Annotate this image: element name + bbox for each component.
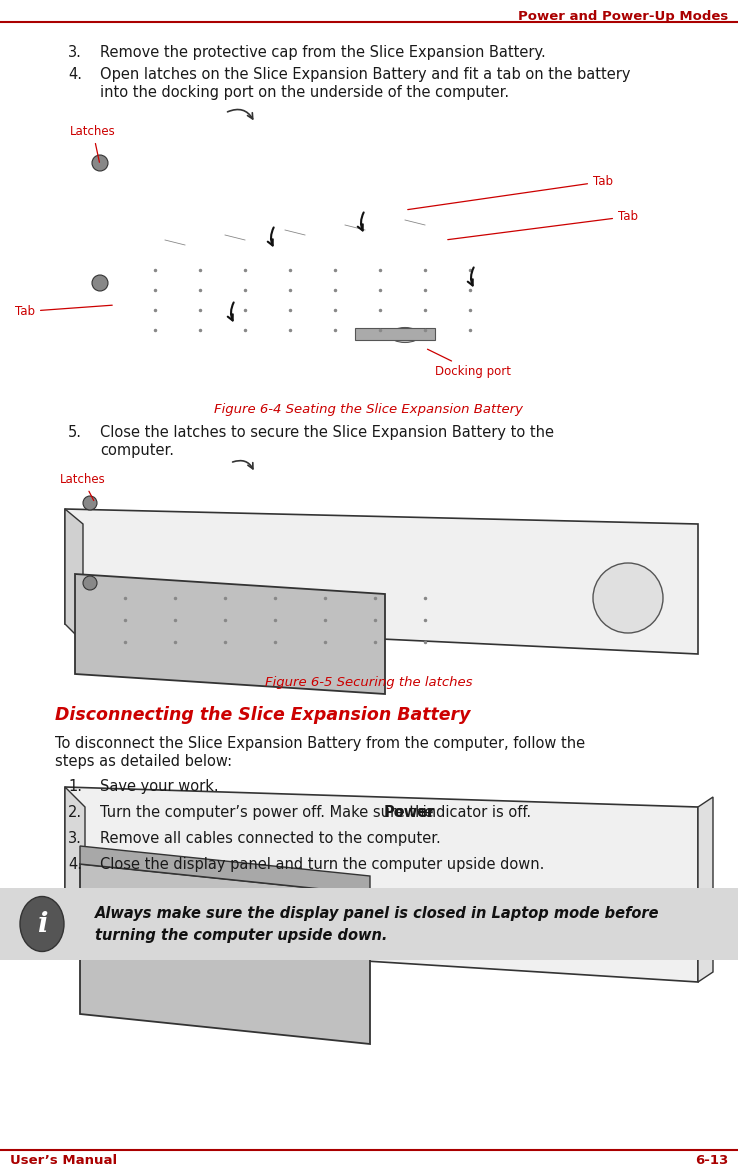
Text: steps as detailed below:: steps as detailed below: — [55, 754, 232, 769]
Text: Always make sure the display panel is closed in Laptop mode before: Always make sure the display panel is cl… — [95, 906, 660, 921]
Ellipse shape — [20, 897, 64, 952]
Circle shape — [593, 563, 663, 633]
Text: Docking port: Docking port — [427, 349, 511, 379]
Text: 5.: 5. — [68, 425, 82, 440]
Text: Close the display panel and turn the computer upside down.: Close the display panel and turn the com… — [100, 857, 545, 872]
FancyBboxPatch shape — [355, 328, 435, 340]
Circle shape — [83, 496, 97, 510]
Text: Tab: Tab — [408, 175, 613, 210]
Text: Figure 6-4 Seating the Slice Expansion Battery: Figure 6-4 Seating the Slice Expansion B… — [215, 403, 523, 416]
Text: 1.: 1. — [68, 779, 82, 793]
Text: Latches: Latches — [60, 473, 106, 500]
Text: 3.: 3. — [68, 45, 82, 60]
Text: 3.: 3. — [68, 831, 82, 846]
Text: Tab: Tab — [15, 305, 112, 318]
Text: computer.: computer. — [100, 443, 174, 458]
Text: Close the latches to secure the Slice Expansion Battery to the: Close the latches to secure the Slice Ex… — [100, 425, 554, 440]
Polygon shape — [75, 574, 385, 694]
Text: Power: Power — [384, 805, 435, 820]
Text: 4.: 4. — [68, 67, 82, 82]
Text: Latches: Latches — [70, 125, 116, 162]
Circle shape — [92, 155, 108, 171]
Polygon shape — [65, 509, 83, 642]
Text: Open latches on the Slice Expansion Battery and fit a tab on the battery: Open latches on the Slice Expansion Batt… — [100, 67, 630, 82]
Text: To disconnect the Slice Expansion Battery from the computer, follow the: To disconnect the Slice Expansion Batter… — [55, 736, 585, 751]
Polygon shape — [65, 788, 698, 982]
Circle shape — [92, 275, 108, 291]
Text: 2.: 2. — [68, 805, 82, 820]
Text: indicator is off.: indicator is off. — [418, 805, 531, 820]
FancyBboxPatch shape — [0, 888, 738, 960]
Text: i: i — [37, 911, 47, 938]
Polygon shape — [65, 788, 85, 962]
Text: into the docking port on the underside of the computer.: into the docking port on the underside o… — [100, 86, 509, 100]
Text: Power and Power-Up Modes: Power and Power-Up Modes — [518, 11, 728, 23]
Text: Tab: Tab — [448, 210, 638, 239]
Text: Remove all cables connected to the computer.: Remove all cables connected to the compu… — [100, 831, 441, 846]
Text: User’s Manual: User’s Manual — [10, 1153, 117, 1166]
Polygon shape — [65, 509, 698, 654]
Polygon shape — [80, 864, 370, 1044]
Text: turning the computer upside down.: turning the computer upside down. — [95, 928, 387, 943]
Text: Turn the computer’s power off. Make sure the: Turn the computer’s power off. Make sure… — [100, 805, 438, 820]
Polygon shape — [80, 846, 370, 894]
Text: 4.: 4. — [68, 857, 82, 872]
Text: Figure 6-5 Securing the latches: Figure 6-5 Securing the latches — [265, 676, 473, 689]
Polygon shape — [698, 797, 713, 982]
Text: 6-13: 6-13 — [694, 1153, 728, 1166]
Circle shape — [83, 575, 97, 590]
Ellipse shape — [390, 327, 420, 342]
Text: Save your work.: Save your work. — [100, 779, 218, 793]
Text: Disconnecting the Slice Expansion Battery: Disconnecting the Slice Expansion Batter… — [55, 706, 471, 724]
Text: Remove the protective cap from the Slice Expansion Battery.: Remove the protective cap from the Slice… — [100, 45, 545, 60]
